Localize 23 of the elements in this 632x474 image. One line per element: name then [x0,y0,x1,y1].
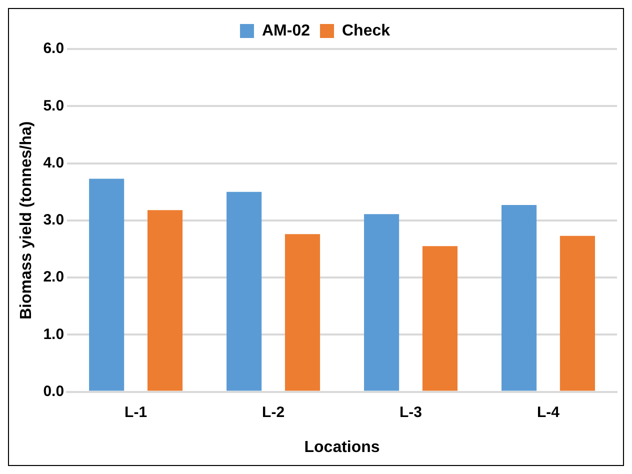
legend-label: AM-02 [262,22,310,40]
y-tick-label: 0.0 [43,382,64,400]
bar [422,246,458,391]
bar [560,236,595,391]
x-axis-title: Locations [304,438,380,456]
y-axis-title: Biomass yield (tonnes/ha) [18,121,36,320]
y-tick-label: 4.0 [43,154,64,172]
legend-label: Check [342,22,390,40]
y-tick-label: 3.0 [43,212,64,229]
x-tick-label: L-2 [262,404,285,421]
bar [89,178,124,391]
x-tick-label: L-4 [537,404,560,421]
bar [147,210,183,391]
bar [284,234,320,391]
y-tick-label: 1.0 [43,326,64,343]
y-tick-label: 5.0 [43,97,64,114]
y-tick-label: 2.0 [43,268,64,286]
bar [364,214,400,391]
bar [502,204,537,391]
x-tick-label: L-1 [124,404,148,421]
y-tick-label: 6.0 [43,40,64,58]
bar [226,192,262,391]
x-tick-label: L-3 [400,404,422,421]
